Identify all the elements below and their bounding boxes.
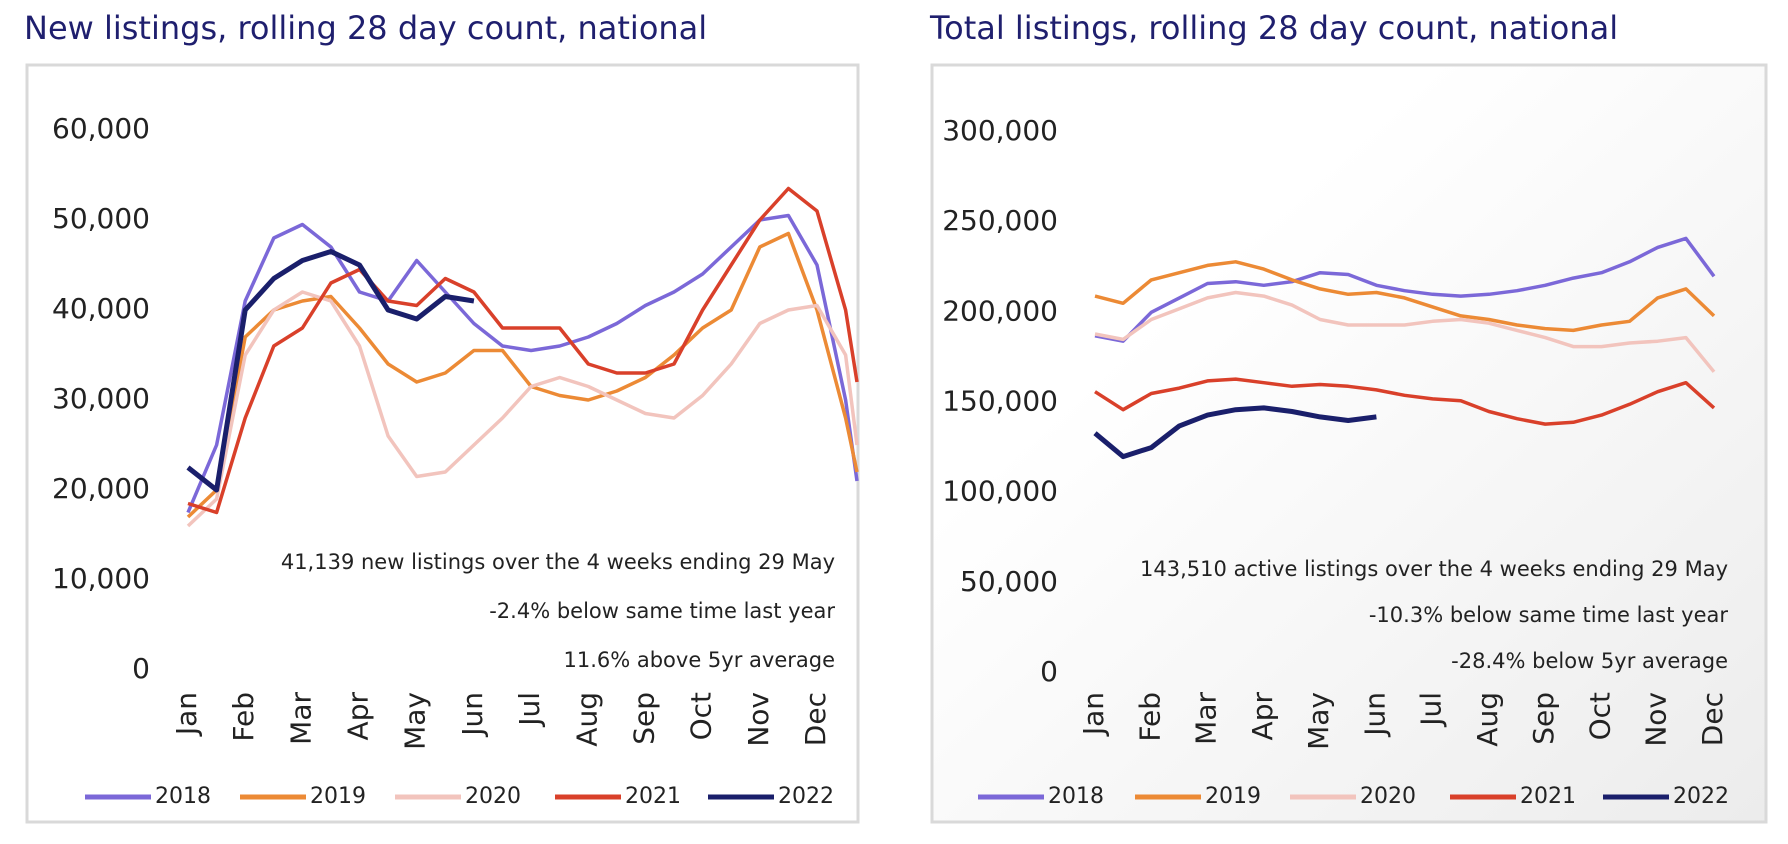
panel: [25, 63, 860, 824]
series-line: [187, 186, 859, 515]
x-tick-label: May: [399, 692, 432, 750]
x-tick-label: May: [1302, 692, 1335, 750]
legend-label: 2020: [1360, 784, 1416, 809]
y-tick-label: 10,000: [52, 562, 150, 595]
x-tick-label: Oct: [1583, 692, 1616, 740]
x-tick-label: Feb: [1133, 692, 1166, 742]
x-tick-label: Jul: [1415, 692, 1448, 728]
y-tick-label: 40,000: [52, 292, 150, 325]
series-line: [1094, 290, 1716, 373]
y-tick-label: 250,000: [942, 204, 1058, 237]
legend-label: 2022: [778, 784, 834, 809]
x-tick-label: Sep: [627, 692, 660, 745]
x-tick-label: Jun: [456, 692, 489, 738]
annotation: 41,139 new listings over the 4 weeks end…: [281, 550, 835, 574]
x-tick-label: Aug: [570, 692, 603, 747]
legend-label: 2022: [1673, 784, 1729, 809]
y-tick-label: 300,000: [942, 114, 1058, 147]
legend-label: 2018: [155, 784, 211, 809]
series-line: [186, 290, 859, 528]
x-tick-label: Nov: [1640, 692, 1673, 747]
annotation: -28.4% below 5yr average: [1451, 649, 1728, 673]
legend-label: 2019: [310, 784, 366, 809]
y-tick-label: 100,000: [942, 475, 1058, 508]
x-tick-label: Apr: [1246, 692, 1279, 741]
x-tick-label: Mar: [1190, 692, 1223, 745]
x-tick-label: Apr: [342, 692, 375, 741]
legend-label: 2019: [1205, 784, 1261, 809]
legend-label: 2021: [1520, 784, 1576, 809]
x-tick-label: Aug: [1471, 692, 1504, 747]
x-tick-label: Sep: [1527, 692, 1560, 745]
y-tick-label: 50,000: [960, 565, 1058, 598]
annotation: 143,510 active listings over the 4 weeks…: [1140, 557, 1728, 581]
legend-label: 2021: [625, 784, 681, 809]
series-line: [186, 249, 475, 493]
x-tick-label: Feb: [227, 692, 260, 742]
y-tick-label: 0: [132, 652, 150, 685]
x-tick-label: Nov: [742, 692, 775, 747]
series-line: [1094, 377, 1716, 426]
legend-label: 2018: [1048, 784, 1104, 809]
chart-title: New listings, rolling 28 day count, nati…: [24, 9, 707, 47]
annotation: 11.6% above 5yr average: [563, 648, 835, 672]
y-tick-label: 0: [1040, 655, 1058, 688]
chart-title: Total listings, rolling 28 day count, na…: [929, 9, 1618, 47]
series-line: [1094, 236, 1716, 343]
y-tick-label: 50,000: [52, 202, 150, 235]
annotation: -10.3% below same time last year: [1369, 603, 1728, 627]
x-tick-label: Oct: [685, 692, 718, 740]
x-tick-label: Jan: [170, 692, 203, 737]
x-tick-label: Dec: [799, 692, 832, 746]
x-tick-label: Jul: [513, 692, 546, 728]
series-line: [1093, 405, 1377, 460]
x-tick-label: Mar: [284, 692, 317, 745]
x-tick-label: Dec: [1696, 692, 1729, 746]
legend-label: 2020: [465, 784, 521, 809]
x-tick-label: Jan: [1077, 692, 1110, 737]
y-tick-label: 200,000: [942, 294, 1058, 327]
series-line: [1094, 260, 1716, 333]
y-tick-label: 20,000: [52, 472, 150, 505]
y-tick-label: 60,000: [52, 112, 150, 145]
x-tick-label: Jun: [1358, 692, 1391, 738]
annotation: -2.4% below same time last year: [489, 599, 835, 623]
y-tick-label: 30,000: [52, 382, 150, 415]
y-tick-label: 150,000: [942, 385, 1058, 418]
panel: [930, 63, 1768, 824]
